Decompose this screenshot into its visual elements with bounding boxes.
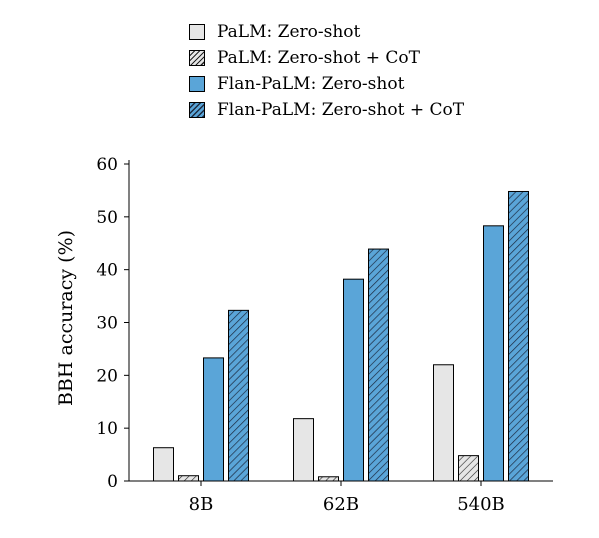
legend-label: PaLM: Zero-shot [217, 22, 361, 42]
bar-8b-series-3 [228, 309, 249, 482]
legend-swatch-gray [189, 24, 205, 40]
bar-62b-series-1 [318, 476, 339, 482]
bar-540b-series-1 [458, 455, 479, 482]
legend: PaLM: Zero-shot PaLM: Zero-shot + CoT Fl… [189, 19, 464, 123]
bar-540b-series-3 [508, 190, 529, 482]
x-tick-label: 540B [457, 494, 505, 515]
legend-swatch-blue [189, 76, 205, 92]
bar-540b-series-0 [433, 364, 454, 482]
plot-area: 0 10 20 30 40 50 60 8B 62B 540B [96, 155, 553, 515]
y-tick-label: 10 [96, 419, 118, 439]
x-tick-label: 62B [323, 494, 359, 515]
bar-8b-series-2 [203, 357, 224, 482]
y-tick-label: 20 [96, 366, 118, 386]
bar-8b-series-0 [153, 447, 174, 482]
bar-62b-series-0 [293, 418, 314, 482]
legend-item-flan-palm-zero-shot-cot: Flan-PaLM: Zero-shot + CoT [189, 97, 464, 123]
legend-label: PaLM: Zero-shot + CoT [217, 48, 420, 68]
x-tick-label: 8B [189, 494, 214, 515]
legend-label: Flan-PaLM: Zero-shot [217, 74, 405, 94]
y-tick-label: 0 [107, 472, 118, 492]
legend-label: Flan-PaLM: Zero-shot + CoT [217, 100, 465, 120]
bar-8b-series-1 [178, 475, 199, 482]
legend-swatch-blue-hatched [189, 102, 205, 118]
y-tick-label: 30 [96, 314, 118, 334]
bar-62b-series-3 [368, 248, 389, 482]
y-axis-label: BBH accuracy (%) [55, 230, 77, 406]
bar-62b-series-2 [343, 278, 364, 482]
legend-item-palm-zero-shot: PaLM: Zero-shot [189, 19, 464, 45]
legend-item-palm-zero-shot-cot: PaLM: Zero-shot + CoT [189, 45, 464, 71]
bar-540b-series-2 [483, 225, 504, 482]
legend-item-flan-palm-zero-shot: Flan-PaLM: Zero-shot [189, 71, 464, 97]
y-tick-label: 50 [96, 208, 118, 228]
y-tick-label: 60 [96, 155, 118, 175]
y-tick-label: 40 [96, 261, 118, 281]
legend-swatch-gray-hatched [189, 50, 205, 66]
